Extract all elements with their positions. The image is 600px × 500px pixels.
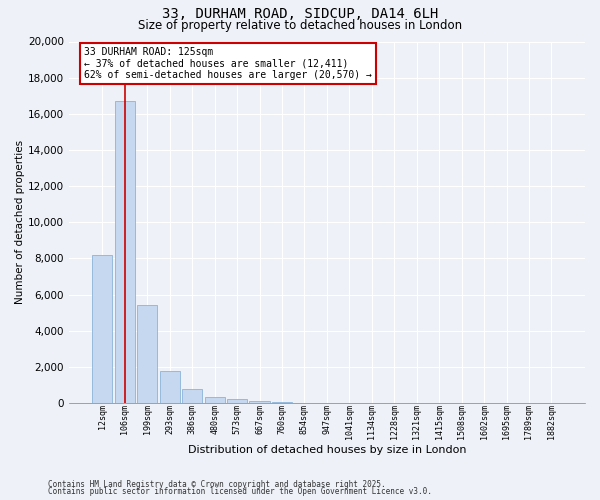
Bar xyxy=(272,402,292,403)
Bar xyxy=(115,101,135,403)
Bar xyxy=(250,400,269,403)
Bar xyxy=(137,306,157,403)
Y-axis label: Number of detached properties: Number of detached properties xyxy=(15,140,25,304)
Bar xyxy=(160,370,180,403)
Bar xyxy=(182,390,202,403)
Bar xyxy=(205,398,225,403)
Text: Contains public sector information licensed under the Open Government Licence v3: Contains public sector information licen… xyxy=(48,487,432,496)
Text: 33, DURHAM ROAD, SIDCUP, DA14 6LH: 33, DURHAM ROAD, SIDCUP, DA14 6LH xyxy=(162,8,438,22)
Bar xyxy=(92,255,112,403)
Text: Contains HM Land Registry data © Crown copyright and database right 2025.: Contains HM Land Registry data © Crown c… xyxy=(48,480,386,489)
Text: 33 DURHAM ROAD: 125sqm
← 37% of detached houses are smaller (12,411)
62% of semi: 33 DURHAM ROAD: 125sqm ← 37% of detached… xyxy=(84,47,372,80)
Bar xyxy=(227,400,247,403)
X-axis label: Distribution of detached houses by size in London: Distribution of detached houses by size … xyxy=(188,445,466,455)
Text: Size of property relative to detached houses in London: Size of property relative to detached ho… xyxy=(138,18,462,32)
